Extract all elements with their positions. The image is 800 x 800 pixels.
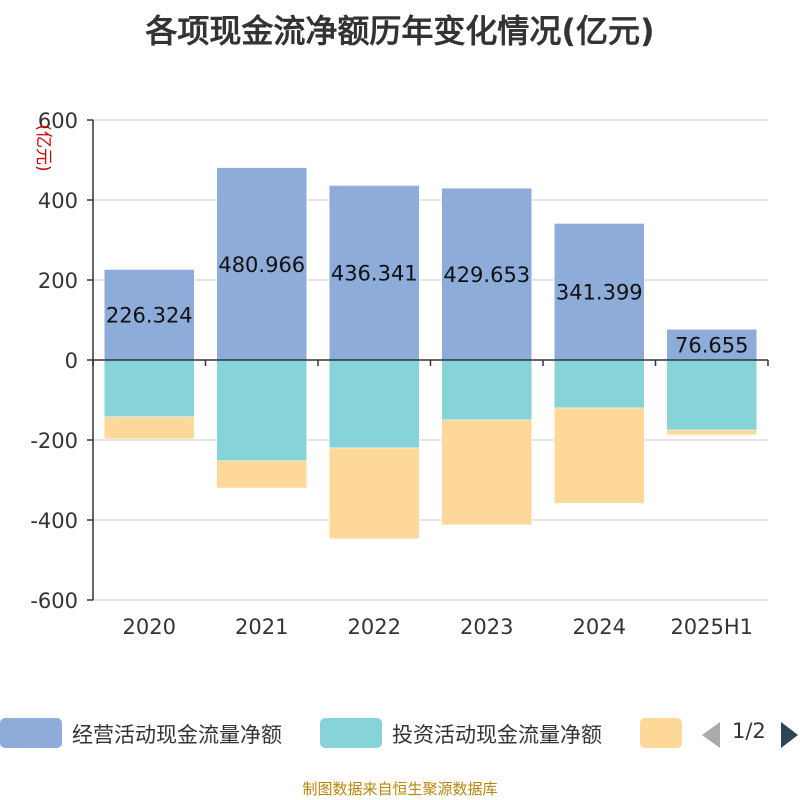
legend-label-operating[interactable]: 经营活动现金流量净额 [72,723,282,747]
bars [104,167,757,540]
data-label-2025H1: 76.655 [675,334,748,358]
legend-swatch-investing[interactable] [320,718,382,748]
y-tick-label: 600 [38,109,78,133]
bar-series-0-2023 [441,187,532,361]
bar-series-1-2021 [216,359,307,462]
data-source-note: 制图数据来自恒生聚源数据库 [302,780,498,798]
bar-series-1-2022 [329,359,420,449]
x-tick-label-2022: 2022 [348,615,401,639]
axes: 600 400 200 0 -200 -400 -600 2020 2021 2022 2023 20… [30,109,769,639]
bar-series-1-2023 [441,359,532,421]
bar-series-2-2020 [104,416,195,440]
y-tick-label: 0 [65,349,78,373]
x-tick-label-2020: 2020 [123,615,176,639]
y-tick-label: -400 [30,509,78,533]
data-labels: 226.324 480.966 436.341 429.653 341.399 76.65… [106,253,749,358]
data-label-2024: 341.399 [556,281,643,305]
y-tick-label: -600 [30,589,78,613]
data-label-2020: 226.324 [106,304,193,328]
y-tick-label: -200 [30,429,78,453]
chart-title: 各项现金流净额历年变化情况(亿元) [145,12,655,50]
legend-next-page-icon[interactable] [779,720,799,750]
legend-label-investing[interactable]: 投资活动现金流量净额 [392,723,602,747]
bar-series-1-2024 [554,359,645,409]
bar-series-2-2021 [216,460,307,489]
bar-series-2-2025H1 [666,429,757,436]
data-label-2023: 429.653 [443,263,530,287]
bar-series-0-2020 [104,269,195,361]
legend-prev-page-icon[interactable] [700,720,722,750]
legend-swatch-financing[interactable] [640,718,682,748]
y-tick-label: 400 [38,189,78,213]
bar-series-0-2025H1 [666,329,757,361]
legend-page-indicator: 1/2 [732,719,766,743]
legend-swatch-operating[interactable] [0,718,62,748]
x-tick-label-2024: 2024 [573,615,626,639]
x-tick-label-2023: 2023 [460,615,513,639]
bar-series-0-2021 [216,167,307,361]
bar-series-1-2020 [104,359,195,418]
x-tick-label-2021: 2021 [235,615,288,639]
bar-series-2-2022 [329,447,420,540]
data-label-2021: 480.966 [218,253,305,277]
bar-series-2-2024 [554,407,645,504]
bar-series-0-2024 [554,223,645,361]
data-label-2022: 436.341 [331,262,418,286]
bar-series-1-2025H1 [666,359,757,431]
x-tick-label-2025H1: 2025H1 [670,615,753,639]
y-tick-label: 200 [38,269,78,293]
bar-series-2-2023 [441,419,532,526]
y-axis-label: (亿元) [33,124,53,171]
